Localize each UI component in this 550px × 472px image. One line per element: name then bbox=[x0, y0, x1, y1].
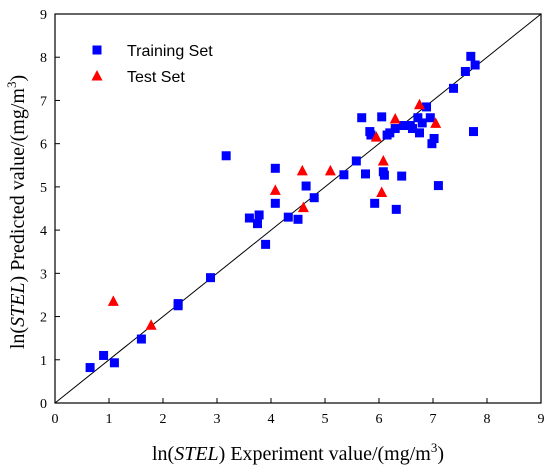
training-point bbox=[379, 170, 389, 180]
x-axis-ticks: 0 1 2 3 4 5 6 7 8 9 bbox=[52, 398, 545, 427]
training-point bbox=[417, 118, 427, 128]
training-point bbox=[351, 156, 361, 166]
training-point bbox=[293, 214, 303, 224]
training-point bbox=[429, 133, 439, 143]
training-point bbox=[470, 60, 480, 70]
legend-label: Test Set bbox=[127, 69, 185, 86]
x-tick-label: 6 bbox=[376, 412, 383, 427]
training-point bbox=[206, 273, 216, 283]
training-point bbox=[370, 198, 380, 208]
training-point bbox=[136, 334, 146, 344]
training-point bbox=[390, 124, 400, 134]
training-point bbox=[427, 139, 437, 149]
x-tick-label: 3 bbox=[214, 412, 221, 427]
test-point bbox=[370, 131, 382, 142]
x-tick-label: 8 bbox=[484, 412, 491, 427]
x-tick-label: 2 bbox=[160, 412, 167, 427]
reference-line bbox=[54, 13, 542, 404]
y-tick-label: 9 bbox=[40, 8, 47, 23]
training-point bbox=[253, 219, 262, 229]
training-point bbox=[309, 193, 319, 203]
test-point bbox=[297, 201, 309, 213]
y-axis-label: ln(STEL) Predicted value/(mg/m3) bbox=[4, 75, 29, 349]
test-point bbox=[376, 186, 388, 198]
x-tick-label: 7 bbox=[430, 412, 437, 427]
legend-square-marker bbox=[92, 45, 102, 55]
training-point bbox=[398, 121, 408, 131]
training-point bbox=[377, 112, 387, 122]
y-tick-label: 8 bbox=[40, 51, 47, 66]
test-point bbox=[145, 319, 157, 330]
y-tick-label: 5 bbox=[40, 181, 47, 196]
training-point bbox=[173, 299, 183, 309]
x-tick-label: 0 bbox=[52, 412, 59, 427]
training-point bbox=[407, 124, 417, 134]
plot-frame bbox=[54, 13, 542, 404]
test-point bbox=[296, 164, 308, 176]
test-point bbox=[107, 295, 119, 306]
x-tick-label: 5 bbox=[322, 412, 329, 427]
training-point bbox=[413, 113, 423, 123]
training-point bbox=[109, 358, 119, 368]
training-point bbox=[301, 181, 311, 191]
x-tick-label: 4 bbox=[268, 412, 275, 427]
training-point bbox=[283, 212, 293, 222]
training-point bbox=[385, 128, 395, 138]
training-point bbox=[270, 198, 280, 208]
y-tick-label: 6 bbox=[40, 138, 47, 153]
training-point bbox=[357, 113, 367, 123]
training-point bbox=[270, 163, 280, 173]
y-tick-label: 2 bbox=[40, 311, 47, 326]
training-point bbox=[469, 127, 478, 137]
training-point bbox=[425, 113, 435, 123]
y-tick-label: 0 bbox=[40, 397, 47, 412]
x-tick-label: 9 bbox=[538, 412, 545, 427]
training-point bbox=[366, 130, 376, 140]
training-point bbox=[244, 213, 254, 223]
x-tick-label: 1 bbox=[106, 412, 113, 427]
y-axis-ticks: 0 1 2 3 4 5 6 7 8 9 bbox=[40, 8, 60, 412]
training-point bbox=[460, 66, 470, 76]
legend-label: Training Set bbox=[127, 43, 213, 60]
training-point bbox=[339, 170, 349, 180]
training-point bbox=[221, 151, 231, 161]
plot-area: 0 1 2 3 4 5 6 7 8 9 0 1 2 3 4 5 6 7 8 9 bbox=[40, 8, 545, 427]
legend-triangle-marker bbox=[91, 70, 103, 81]
training-point bbox=[466, 51, 476, 61]
y-tick-label: 4 bbox=[40, 224, 47, 239]
test-point bbox=[414, 98, 425, 110]
test-point bbox=[269, 184, 281, 195]
training-point bbox=[361, 169, 370, 179]
test-point bbox=[389, 113, 401, 124]
training-point bbox=[449, 83, 459, 93]
x-axis-label: ln(STEL) Experiment value/(mg/m3) bbox=[152, 440, 444, 465]
training-point bbox=[254, 210, 264, 220]
training-point bbox=[99, 350, 109, 360]
training-point bbox=[415, 128, 424, 138]
training-point bbox=[397, 171, 407, 181]
markers bbox=[85, 51, 480, 373]
training-point bbox=[261, 239, 271, 249]
training-point bbox=[85, 363, 95, 373]
training-point bbox=[422, 102, 432, 112]
training-point bbox=[391, 204, 401, 214]
training-point bbox=[433, 181, 443, 191]
y-tick-label: 7 bbox=[40, 94, 47, 109]
legend: Training Set Test Set bbox=[91, 43, 213, 86]
test-point bbox=[430, 117, 442, 128]
y-tick-label: 1 bbox=[40, 354, 47, 369]
y-tick-label: 3 bbox=[40, 267, 47, 282]
test-point bbox=[377, 154, 389, 166]
test-point bbox=[324, 164, 336, 176]
